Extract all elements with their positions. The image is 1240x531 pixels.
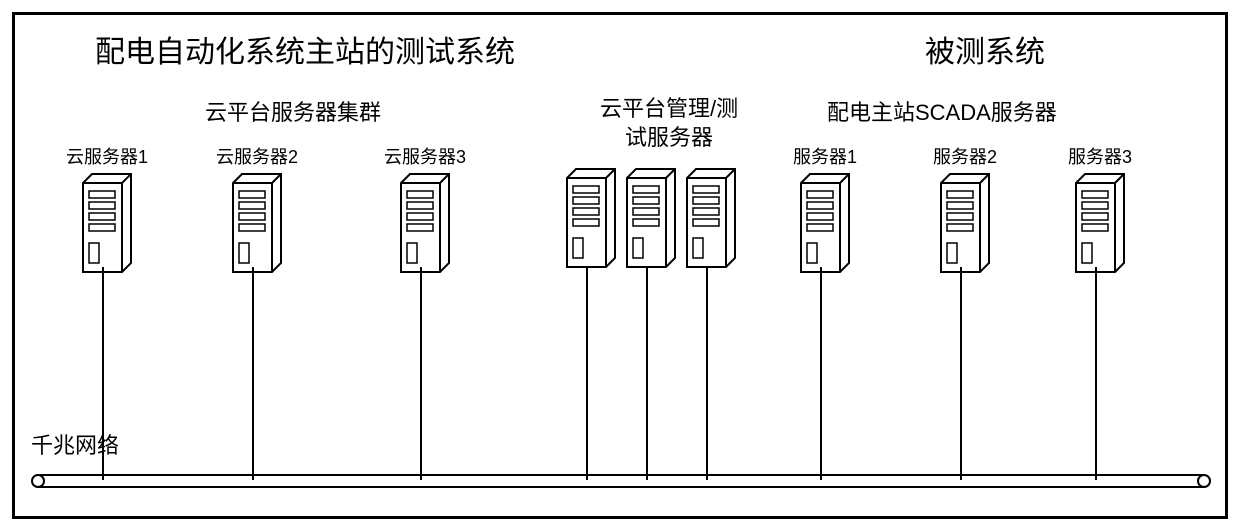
connector-line [646,267,648,480]
server-node: 云服务器3 [375,143,475,278]
server-icon [686,168,736,268]
connector-line [1095,267,1097,480]
server-icon [82,173,132,273]
server-label: 服务器2 [915,143,1015,169]
title-right: 被测系统 [925,27,1045,71]
subtitle-cluster: 云平台服务器集群 [205,95,381,127]
connector-line [820,267,822,480]
diagram-frame: 配电自动化系统主站的测试系统 被测系统 云平台服务器集群 云平台管理/测 试服务… [12,12,1228,519]
connector-line [586,267,588,480]
server-icon [232,173,282,273]
server-node: 服务器3 [1050,143,1150,278]
connector-line [252,267,254,480]
server-node: 服务器2 [915,143,1015,278]
server-icon-wrap [82,173,132,278]
server-node: 云服务器1 [57,143,157,278]
network-label: 千兆网络 [31,428,119,460]
server-label: 服务器3 [1050,143,1150,169]
connector-line [706,267,708,480]
server-icon-wrap [686,168,736,273]
connector-line [960,267,962,480]
server-node: 云服务器2 [207,143,307,278]
server-icon-wrap [1075,173,1125,278]
server-node: 服务器1 [775,143,875,278]
connector-line [420,267,422,480]
title-left: 配电自动化系统主站的测试系统 [95,27,515,71]
server-icon-wrap [940,173,990,278]
server-icon-wrap [232,173,282,278]
subtitle-scada: 配电主站SCADA服务器 [827,95,1057,127]
server-icon-wrap [800,173,850,278]
subtitle-mgmt-line1: 云平台管理/测 [600,96,738,121]
server-icon [1075,173,1125,273]
server-label: 云服务器2 [207,143,307,169]
server-icon [400,173,450,273]
network-tube [31,474,1211,488]
server-node [661,143,761,273]
server-icon [800,173,850,273]
server-label: 云服务器1 [57,143,157,169]
server-label [661,143,761,164]
server-icon-wrap [400,173,450,278]
server-label: 服务器1 [775,143,875,169]
server-icon [940,173,990,273]
server-label: 云服务器3 [375,143,475,169]
